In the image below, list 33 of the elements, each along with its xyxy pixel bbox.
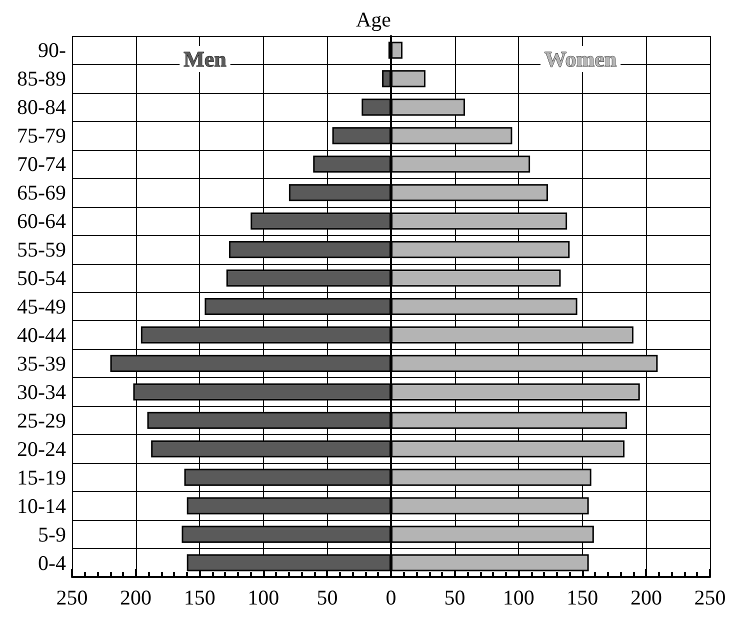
x-tick-label: 50 [316, 586, 338, 610]
x-tick-label: 200 [630, 586, 662, 610]
x-tick-label: 250 [694, 586, 726, 610]
y-tick-label: 70-74 [17, 152, 66, 176]
text: Women [544, 46, 617, 72]
x-tick-label: 250 [56, 586, 88, 610]
y-tick-label: 60-64 [17, 209, 66, 234]
y-tick-label: 65-69 [17, 180, 66, 205]
y-tick-label: 50-54 [17, 266, 66, 290]
y-tick-label: 30-34 [17, 380, 66, 404]
y-tick-label: 40-44 [17, 322, 66, 347]
x-tick-label: 100 [248, 586, 280, 610]
x-tick-label: 0 [386, 586, 396, 610]
x-tick-label: 50 [444, 586, 466, 610]
y-tick-label: 55-59 [17, 238, 66, 262]
y-tick-label: 25-29 [17, 408, 66, 432]
y-tick-label: 5-9 [38, 522, 66, 546]
text: Men [184, 46, 226, 72]
x-tick-label: 100 [502, 586, 534, 610]
y-tick-label: 15-19 [17, 465, 66, 490]
y-axis-title: Age [356, 8, 391, 32]
y-tick-label: 10-14 [17, 494, 66, 518]
x-tick-label: 200 [120, 586, 152, 610]
x-tick-label: 150 [566, 586, 598, 610]
y-tick-label: 20-24 [17, 436, 66, 461]
y-tick-label: 85-89 [17, 66, 66, 91]
y-tick-label: 0-4 [38, 550, 66, 575]
y-tick-label: 35-39 [17, 351, 66, 376]
y-tick-label: 45-49 [17, 294, 66, 318]
x-tick-label: 150 [184, 586, 216, 610]
y-tick-label: 90- [38, 38, 66, 62]
y-tick-label: 80-84 [17, 95, 66, 120]
y-tick-label: 75-79 [17, 124, 66, 148]
